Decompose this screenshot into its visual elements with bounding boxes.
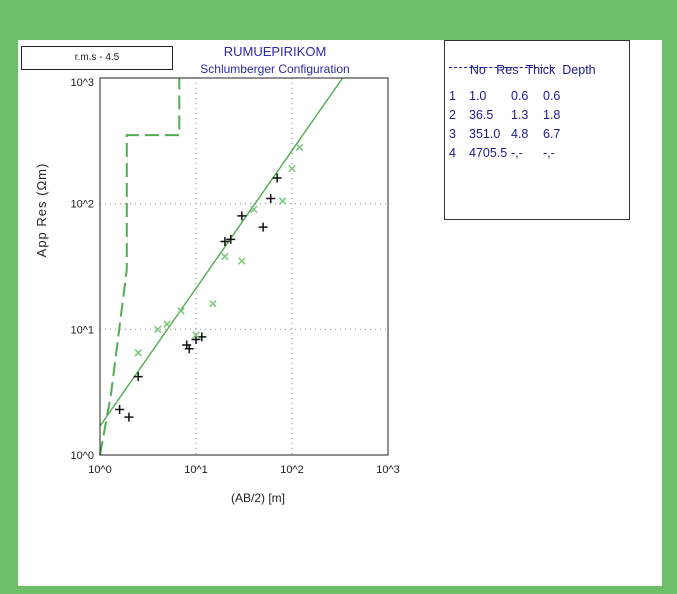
cell-thick: 1.3: [511, 108, 529, 122]
observed-data-point: [220, 236, 230, 246]
calculated-data-point: [154, 325, 162, 334]
observed-data-point: [191, 335, 201, 345]
header-thick: Thick: [525, 63, 556, 77]
calculated-data-point: [288, 164, 296, 173]
layer-model-table: No Res Thick Depth 1 1.0 0.6 0.6 2 36.5 …: [444, 40, 630, 220]
cell-res: 36.5: [469, 108, 494, 122]
cell-depth: -,-: [543, 146, 555, 160]
cell-thick: 0.6: [511, 89, 529, 103]
header-res: Res: [496, 63, 519, 77]
cell-no: 1: [449, 89, 456, 103]
calculated-data-point: [192, 331, 200, 339]
model-curve-line: [99, 78, 181, 456]
x-tick-label: 10^1: [184, 464, 208, 476]
chart-title: RUMUEPIRIKOM: [224, 44, 327, 59]
cell-no: 4: [449, 146, 456, 160]
calculated-data-point: [238, 257, 246, 265]
calculated-data-point: [163, 320, 171, 328]
calculated-data-point: [209, 299, 217, 308]
calculated-data-point: [250, 205, 258, 214]
cell-no: 3: [449, 127, 456, 141]
x-tick-label: 10^0: [88, 464, 112, 476]
y-axis-label: App Res (Ωm): [34, 163, 49, 258]
cell-res: 1.0: [469, 89, 487, 103]
calculated-data-point: [278, 197, 287, 205]
calculated-data-point: [177, 307, 185, 315]
x-axis-label: (AB/2) [m]: [231, 491, 285, 505]
calculated-data-point: [221, 252, 229, 261]
observed-data-point: [237, 211, 247, 221]
table-separator: [449, 67, 553, 68]
header-no: No: [469, 63, 486, 77]
y-tick-label: 10^2: [70, 199, 94, 211]
plot-area-border: [99, 77, 389, 456]
observed-data-point: [124, 412, 134, 422]
cell-thick: 4.8: [511, 127, 529, 141]
chart-subtitle: Schlumberger Configuration: [200, 62, 349, 76]
cell-res: 351.0: [469, 127, 501, 141]
resistivity-plot: RUMUEPIRIKOM Schlumberger Configuration …: [34, 44, 400, 505]
table-header-row: No Res Thick Depth: [449, 49, 596, 91]
x-tick-label: 10^3: [376, 464, 400, 476]
chart-frame: RUMUEPIRIKOM Schlumberger Configuration …: [18, 40, 662, 586]
observed-data-point: [258, 222, 268, 232]
calculated-curve-line: [99, 77, 344, 427]
cell-res: 4705.5: [469, 146, 508, 160]
y-tick-label: 10^3: [70, 77, 94, 89]
cell-thick: -,-: [511, 146, 523, 160]
calculated-data-point: [134, 349, 142, 357]
header-depth: Depth: [562, 63, 596, 77]
observed-data-point: [266, 193, 276, 203]
cell-depth: 6.7: [543, 127, 561, 141]
cell-depth: 0.6: [543, 89, 561, 103]
observed-data-point: [226, 234, 236, 244]
cell-no: 2: [449, 108, 456, 122]
cell-depth: 1.8: [543, 108, 561, 122]
calculated-data-point: [295, 143, 304, 152]
y-tick-label: 10^0: [70, 450, 94, 462]
x-tick-label: 10^2: [280, 464, 304, 476]
observed-data-point: [115, 405, 125, 415]
observed-data-point: [133, 372, 143, 382]
rms-error-box: r.m.s - 4.5: [21, 46, 173, 70]
y-tick-label: 10^1: [70, 324, 94, 336]
rms-label: r.m.s - 4.5: [74, 52, 120, 63]
observed-data-point: [184, 344, 194, 354]
observed-data-point: [272, 173, 282, 183]
